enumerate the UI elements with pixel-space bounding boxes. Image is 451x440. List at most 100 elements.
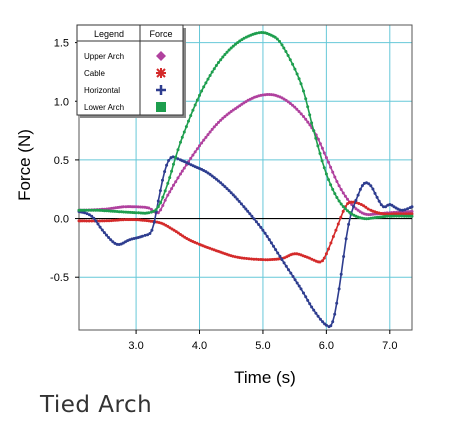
data-point-horizontal bbox=[239, 202, 243, 206]
data-point-cable bbox=[102, 219, 106, 223]
data-point-horizontal bbox=[225, 187, 229, 191]
data-point-lower-arch bbox=[322, 166, 326, 170]
data-point-upper-arch bbox=[208, 130, 212, 134]
data-point-upper-arch bbox=[261, 93, 265, 97]
data-point-upper-arch bbox=[341, 191, 345, 195]
data-point-cable bbox=[327, 247, 330, 251]
data-point-horizontal bbox=[156, 199, 160, 203]
data-point-lower-arch bbox=[170, 169, 174, 173]
data-point-cable bbox=[261, 258, 265, 262]
data-point-horizontal bbox=[337, 287, 341, 291]
data-point-cable bbox=[324, 252, 328, 256]
data-point-horizontal bbox=[308, 302, 312, 306]
data-point-horizontal bbox=[233, 195, 237, 199]
data-point-horizontal bbox=[167, 159, 171, 162]
data-point-lower-arch bbox=[172, 162, 175, 166]
data-point-horizontal bbox=[221, 183, 225, 187]
data-point-lower-arch bbox=[324, 172, 328, 176]
data-point-lower-arch bbox=[156, 205, 160, 209]
data-point-lower-arch bbox=[242, 36, 246, 40]
data-point-cable bbox=[366, 207, 370, 211]
data-point-upper-arch bbox=[316, 137, 320, 141]
asterisk-marker-icon bbox=[156, 68, 166, 78]
data-point-lower-arch bbox=[299, 82, 303, 86]
data-point-lower-arch bbox=[383, 215, 387, 218]
legend-rows: Upper Arch Cable Horizontal Lower Arch bbox=[84, 51, 166, 112]
data-point-upper-arch bbox=[210, 127, 214, 131]
tick-labels: 3.0 4.0 5.0 6.0 7.0 -0.5 0.0 0.5 1.0 1.5 bbox=[50, 38, 397, 352]
x-tick-label: 5.0 bbox=[255, 340, 270, 352]
data-point-cable bbox=[308, 256, 311, 260]
data-point-lower-arch bbox=[212, 67, 216, 71]
data-point-cable bbox=[231, 254, 235, 258]
data-point-upper-arch bbox=[291, 103, 294, 107]
data-point-lower-arch bbox=[113, 209, 117, 213]
data-point-upper-arch bbox=[410, 210, 414, 213]
data-point-horizontal bbox=[87, 213, 91, 217]
data-point-cable bbox=[321, 259, 324, 263]
data-point-upper-arch bbox=[212, 125, 216, 129]
data-point-horizontal bbox=[107, 236, 111, 239]
data-point-horizontal bbox=[295, 281, 299, 285]
data-point-upper-arch bbox=[219, 118, 223, 122]
data-point-upper-arch bbox=[302, 115, 305, 118]
data-point-upper-arch bbox=[195, 147, 199, 151]
data-point-cable bbox=[293, 252, 297, 256]
data-point-horizontal bbox=[148, 232, 152, 235]
data-point-lower-arch bbox=[117, 210, 121, 214]
data-point-lower-arch bbox=[187, 119, 190, 123]
data-point-horizontal bbox=[265, 234, 269, 238]
data-point-horizontal bbox=[302, 291, 305, 295]
data-point-upper-arch bbox=[324, 156, 328, 160]
x-axis-label: Time (s) bbox=[234, 368, 296, 387]
data-point-lower-arch bbox=[134, 211, 138, 215]
data-point-lower-arch bbox=[217, 61, 220, 64]
data-point-upper-arch bbox=[229, 110, 233, 113]
data-point-lower-arch bbox=[405, 214, 409, 218]
data-point-lower-arch bbox=[341, 205, 345, 209]
data-point-lower-arch bbox=[206, 77, 210, 81]
data-point-lower-arch bbox=[240, 38, 244, 42]
data-point-horizontal bbox=[111, 240, 115, 244]
data-point-lower-arch bbox=[198, 93, 201, 97]
data-point-lower-arch bbox=[288, 58, 292, 62]
data-point-horizontal bbox=[331, 320, 335, 324]
x-tick-label: 7.0 bbox=[382, 340, 397, 352]
data-point-horizontal bbox=[227, 189, 231, 193]
data-point-lower-arch bbox=[329, 183, 333, 187]
data-point-lower-arch bbox=[119, 210, 123, 214]
data-point-horizontal bbox=[321, 320, 325, 324]
data-point-lower-arch bbox=[229, 46, 233, 50]
data-point-upper-arch bbox=[337, 184, 341, 188]
data-point-horizontal bbox=[297, 284, 301, 288]
data-point-upper-arch bbox=[284, 98, 288, 102]
data-point-horizontal bbox=[248, 212, 252, 216]
data-point-cable bbox=[384, 212, 387, 216]
data-point-lower-arch bbox=[304, 97, 308, 101]
y-tick-label: 0.5 bbox=[54, 155, 69, 167]
data-point-lower-arch bbox=[234, 42, 237, 46]
data-point-lower-arch bbox=[314, 136, 318, 140]
data-point-cable bbox=[404, 212, 408, 216]
data-point-cable bbox=[250, 257, 253, 261]
data-point-horizontal bbox=[90, 214, 94, 218]
data-point-cable bbox=[233, 255, 237, 259]
data-point-upper-arch bbox=[343, 194, 347, 198]
data-point-horizontal bbox=[352, 205, 355, 208]
data-point-lower-arch bbox=[275, 37, 279, 41]
data-point-horizontal bbox=[401, 208, 404, 212]
data-point-horizontal bbox=[252, 217, 256, 221]
data-point-lower-arch bbox=[89, 208, 93, 212]
data-point-lower-arch bbox=[189, 114, 193, 118]
data-point-lower-arch bbox=[163, 189, 167, 193]
data-point-upper-arch bbox=[221, 116, 225, 120]
data-point-lower-arch bbox=[400, 214, 404, 218]
data-point-lower-arch bbox=[204, 81, 208, 85]
data-point-cable bbox=[85, 219, 89, 223]
data-point-horizontal bbox=[356, 193, 360, 197]
data-point-upper-arch bbox=[356, 208, 360, 212]
data-point-upper-arch bbox=[339, 188, 343, 191]
data-point-lower-arch bbox=[410, 214, 414, 218]
series-horizontal bbox=[77, 155, 414, 329]
data-point-upper-arch bbox=[191, 153, 195, 157]
